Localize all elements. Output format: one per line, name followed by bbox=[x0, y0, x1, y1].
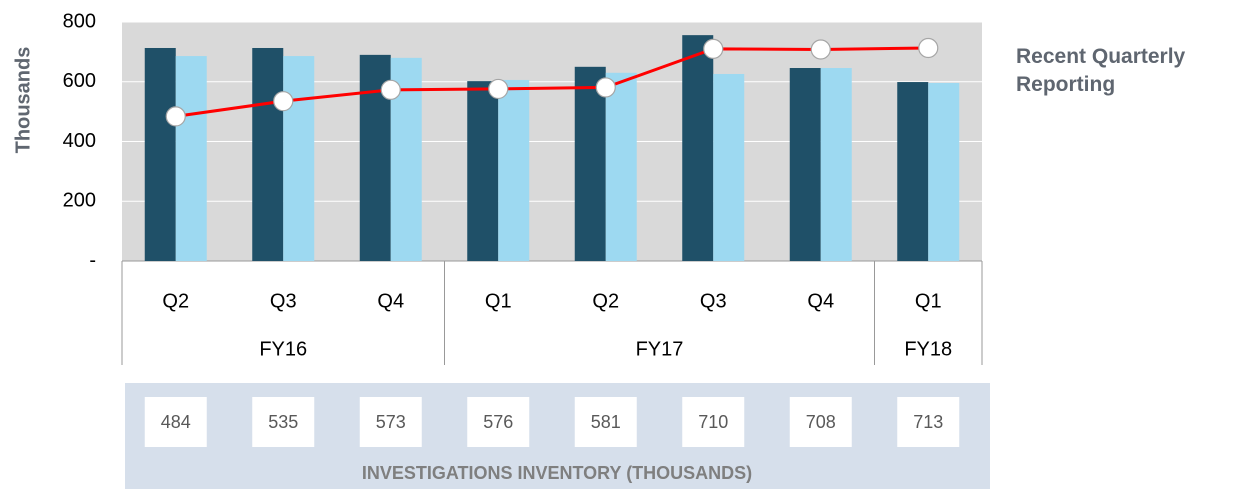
bar bbox=[498, 79, 530, 262]
line-marker bbox=[380, 79, 401, 100]
bar bbox=[713, 73, 745, 261]
y-tick-label: 400 bbox=[63, 130, 96, 152]
line-marker bbox=[703, 38, 724, 59]
group-label: FY18 bbox=[904, 338, 952, 360]
table-value: 581 bbox=[591, 412, 621, 432]
table-caption: INVESTIGATIONS INVENTORY (THOUSANDS) bbox=[362, 463, 752, 483]
y-tick-label: 600 bbox=[63, 70, 96, 92]
bar bbox=[789, 68, 821, 261]
line-marker bbox=[595, 77, 616, 98]
table-value: 484 bbox=[161, 412, 191, 432]
table-cell bbox=[574, 397, 637, 447]
bar bbox=[175, 56, 207, 262]
table-cell bbox=[467, 397, 530, 447]
bar bbox=[574, 66, 606, 261]
table-value: 573 bbox=[376, 412, 406, 432]
y-tick-label: - bbox=[89, 249, 96, 271]
bar bbox=[820, 68, 852, 261]
group-label: FY17 bbox=[636, 338, 684, 360]
line-marker bbox=[918, 37, 939, 59]
annotation: Recent Quarterly Reporting bbox=[1016, 45, 1186, 96]
table-value: 713 bbox=[913, 412, 943, 432]
line-marker bbox=[273, 91, 294, 112]
bar bbox=[605, 72, 637, 261]
bar bbox=[283, 56, 315, 262]
table-cell bbox=[252, 397, 315, 447]
group-label: FY16 bbox=[259, 338, 307, 360]
table-cell bbox=[359, 397, 422, 447]
x-tick-label: Q2 bbox=[162, 290, 189, 312]
table-value: 710 bbox=[698, 412, 728, 432]
bar bbox=[252, 47, 284, 262]
x-tick-label: Q4 bbox=[377, 290, 404, 312]
y-tick-label: 800 bbox=[63, 10, 96, 32]
table-value: 708 bbox=[806, 412, 836, 432]
line-marker bbox=[488, 78, 509, 100]
line-marker bbox=[810, 39, 831, 60]
bar bbox=[928, 82, 960, 261]
table-value: 576 bbox=[483, 412, 513, 432]
x-tick-label: Q3 bbox=[700, 290, 727, 312]
bar bbox=[144, 47, 176, 262]
y-tick-label: 200 bbox=[63, 190, 96, 212]
table-cell bbox=[682, 397, 745, 447]
x-tick-label: Q1 bbox=[485, 290, 512, 312]
table-cell bbox=[897, 397, 960, 447]
table-cell bbox=[144, 397, 207, 447]
bar bbox=[467, 81, 499, 261]
line bbox=[175, 46, 929, 118]
line-marker bbox=[165, 106, 186, 127]
x-tick-label: Q4 bbox=[807, 290, 834, 312]
bar bbox=[897, 82, 929, 261]
y-axis-label: Thousands bbox=[12, 47, 34, 154]
x-tick-label: Q3 bbox=[270, 290, 297, 312]
x-tick-label: Q1 bbox=[915, 290, 942, 312]
x-tick-label: Q2 bbox=[592, 290, 619, 312]
table-cell bbox=[789, 397, 852, 447]
bar bbox=[682, 35, 714, 261]
table-value: 535 bbox=[268, 412, 298, 432]
